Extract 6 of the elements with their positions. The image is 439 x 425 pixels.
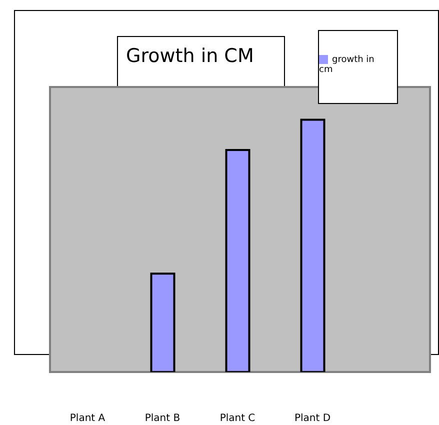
legend-label: growth in cm: [319, 55, 374, 75]
x-tick-label: Plant B: [144, 413, 180, 424]
x-tick-label: Plant C: [220, 413, 256, 424]
x-tick-label: Plant A: [70, 413, 106, 424]
chart-title: Growth in CM: [117, 36, 285, 106]
x-tick-label: Plant D: [294, 413, 331, 424]
